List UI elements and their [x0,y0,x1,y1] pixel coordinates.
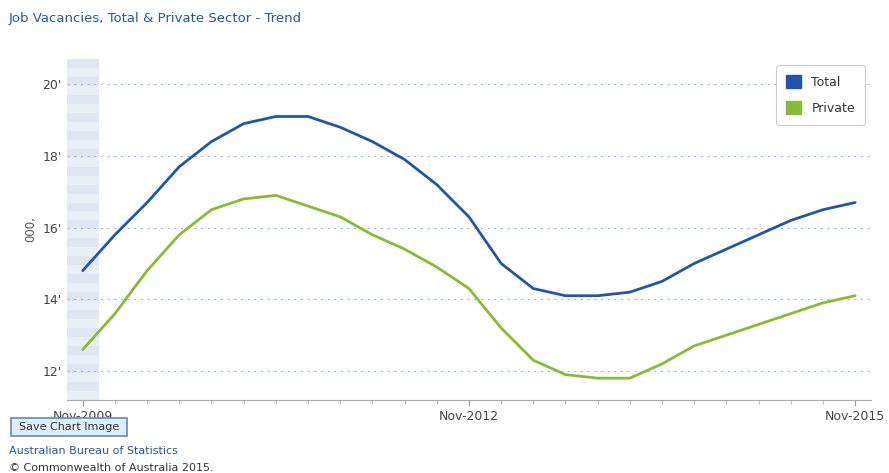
Bar [67,391,99,400]
Bar [67,247,99,256]
Bar [67,140,99,149]
Text: Job Vacancies, Total & Private Sector - Trend: Job Vacancies, Total & Private Sector - … [9,12,302,25]
Bar [67,59,99,400]
Bar [67,265,99,274]
Bar [67,211,99,220]
Text: © Commonwealth of Australia 2015.: © Commonwealth of Australia 2015. [9,463,213,473]
Bar [67,86,99,95]
Text: Save Chart Image: Save Chart Image [19,422,119,432]
Bar [67,229,99,238]
Bar [67,283,99,292]
Bar [67,104,99,113]
Y-axis label: 000,: 000, [24,217,36,242]
Bar [67,122,99,131]
Bar [12,418,126,436]
Bar [67,319,99,328]
Bar [67,175,99,184]
Legend: Total, Private: Total, Private [776,65,865,125]
Bar [67,158,99,166]
Bar [67,193,99,202]
Bar [67,337,99,346]
Text: Australian Bureau of Statistics: Australian Bureau of Statistics [9,446,178,455]
Bar [67,301,99,310]
Bar [67,355,99,364]
Bar [67,373,99,382]
Bar [67,68,99,77]
